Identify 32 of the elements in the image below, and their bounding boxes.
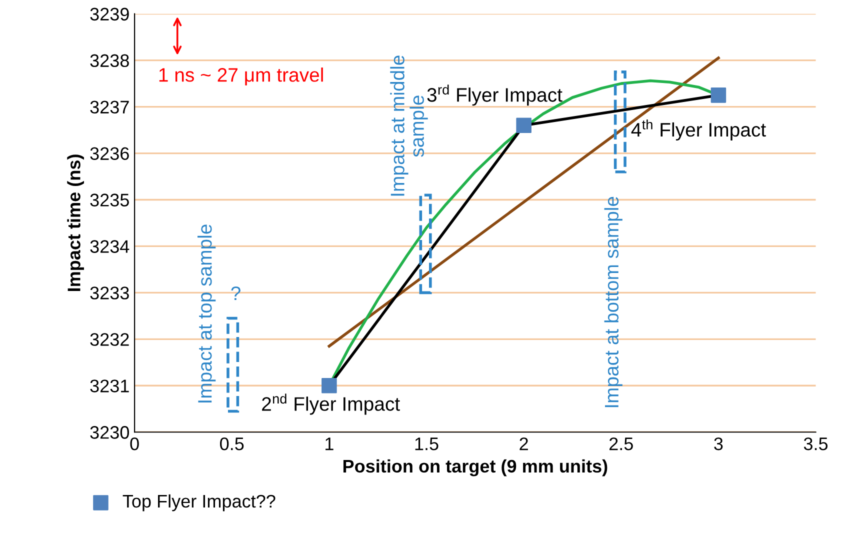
x-tick-label: 1 xyxy=(326,438,334,450)
x-tick-label: 2 xyxy=(520,437,528,450)
y-tick-label: 3233 xyxy=(90,286,129,300)
legend-label: Top Flyer Impact?? xyxy=(122,494,276,512)
y-tick-label: 3232 xyxy=(90,333,129,346)
point xyxy=(710,88,726,103)
y-tick-label: 3237 xyxy=(90,100,129,114)
y-tick-label: 3235 xyxy=(90,194,129,206)
x-tick-label: 1.5 xyxy=(415,438,438,450)
y-tick-label: 3238 xyxy=(90,54,129,68)
y-axis-title: Impact time (ns) xyxy=(67,154,84,291)
annotation: ? xyxy=(231,286,240,300)
y-tick-label: 3234 xyxy=(90,240,130,253)
y-tick-label: 3239 xyxy=(90,8,129,21)
x-tick-label: 0 xyxy=(130,437,139,450)
x-tick-label: 2.5 xyxy=(610,437,633,450)
x-axis-title: Position on target (9 mm units) xyxy=(343,459,608,476)
annotation: 2$^{nd}$ Flyer Impact xyxy=(262,394,400,415)
annotation: Impact at middle sample xyxy=(390,56,428,196)
y-tick-label: 3236 xyxy=(90,147,129,160)
x-tick-label: 3 xyxy=(714,437,723,450)
annotation: 4$^{th}$ Flyer Impact xyxy=(631,119,766,141)
point xyxy=(516,118,532,134)
y-tick-label: 3231 xyxy=(90,380,129,392)
x-tick-label: 0.5 xyxy=(220,437,244,450)
annotation: Impact at top sample xyxy=(198,224,216,402)
annotation: Impact at bottom sample xyxy=(604,196,622,408)
point xyxy=(322,378,337,394)
annotation: 3$^{rd}$ Flyer Impact xyxy=(427,84,562,106)
annotation: 1 ns ~ 27 μm travel xyxy=(159,68,323,86)
y-tick-label: 3230 xyxy=(90,426,129,439)
x-tick-label: 3.5 xyxy=(804,437,828,450)
